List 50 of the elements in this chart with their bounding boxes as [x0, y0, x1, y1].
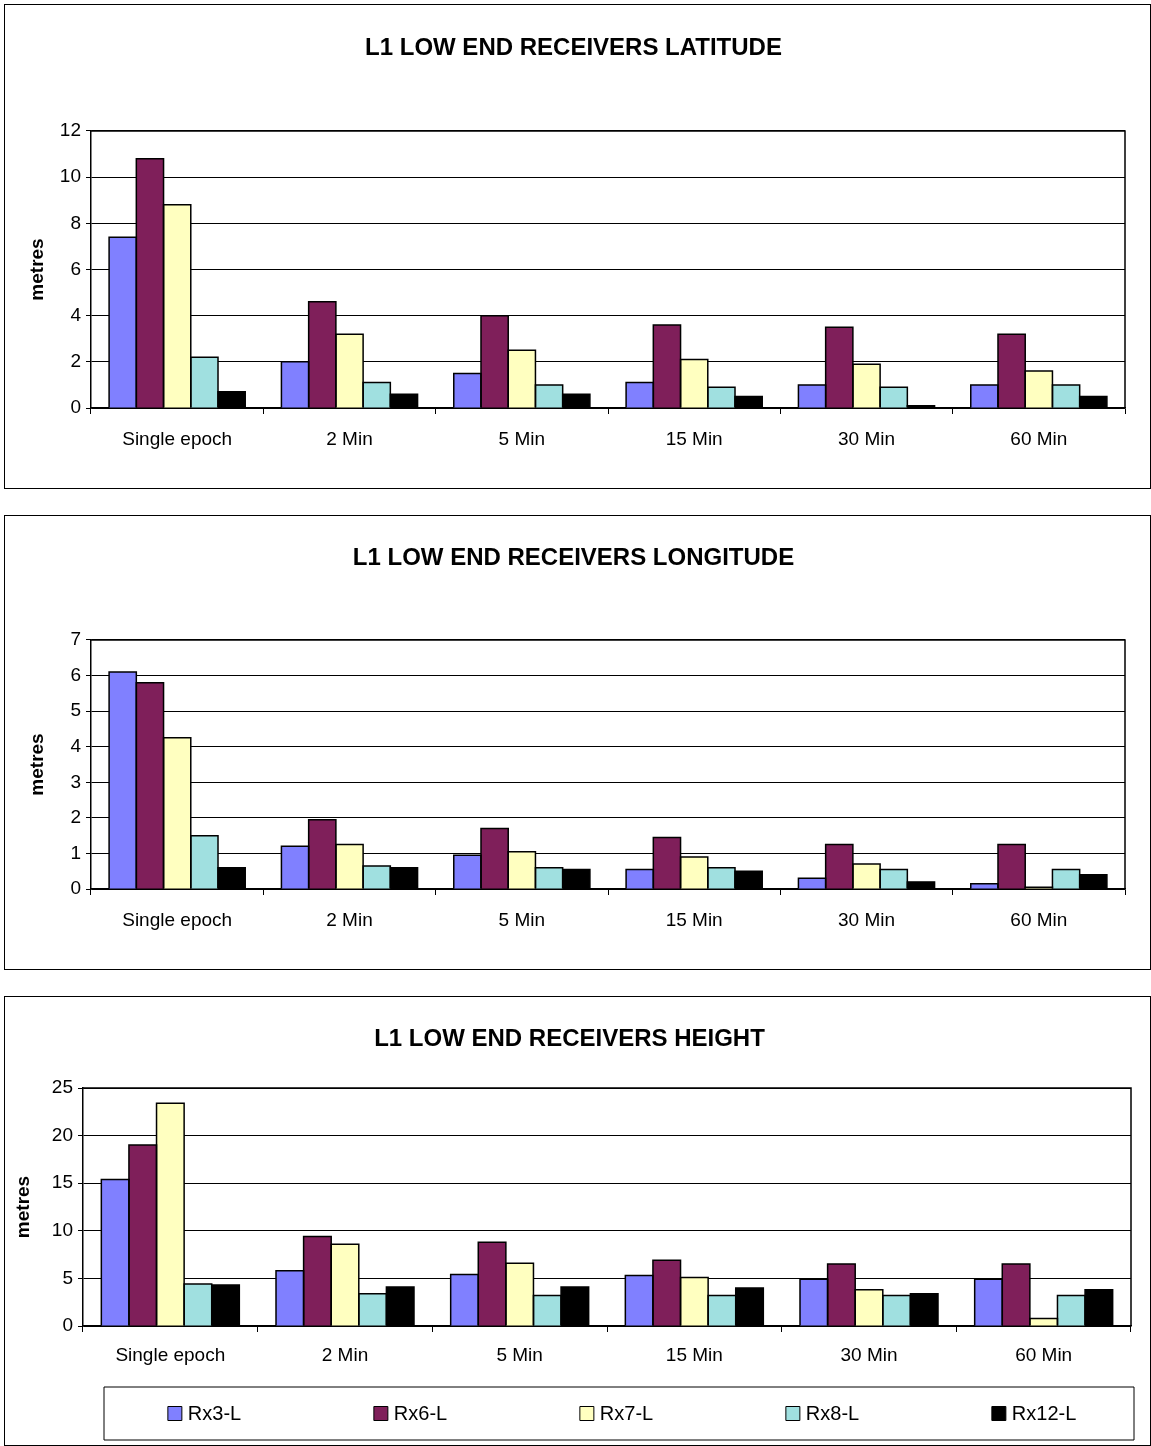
x-tick-label: Single epoch	[122, 427, 233, 449]
x-tick-label: 30 Min	[837, 908, 896, 930]
x-tick-label: 2 Min	[326, 427, 373, 449]
x-tick-label: 15 Min	[665, 908, 723, 930]
x-tick-label: Single epoch	[122, 908, 233, 930]
legend-label: Rx3-L	[187, 1402, 242, 1425]
y-tick-label: 2	[70, 350, 81, 372]
x-tick-label: 2 Min	[321, 1343, 369, 1365]
y-tick-label: 5	[62, 1266, 73, 1288]
y-tick-label: 8	[70, 211, 81, 233]
y-axis-title: metres	[25, 238, 47, 301]
legend-label: Rx8-L	[805, 1402, 860, 1425]
y-tick-label: 3	[70, 770, 81, 792]
chart-title: L1 LOW END RECEIVERS HEIGHT	[374, 1023, 766, 1051]
y-tick-label: 1	[70, 841, 81, 863]
x-tick-label: 5 Min	[498, 427, 546, 449]
x-tick-label: 60 Min	[1010, 427, 1068, 449]
y-tick-label: 12	[59, 119, 81, 141]
y-tick-label: 20	[51, 1123, 73, 1145]
chart-title: L1 LOW END RECEIVERS LONGITUDE	[352, 542, 795, 570]
legend-label: Rx12-L	[1011, 1402, 1077, 1425]
y-tick-label: 4	[70, 303, 82, 325]
y-tick-label: 6	[70, 257, 81, 279]
y-tick-label: 0	[62, 1314, 73, 1336]
y-tick-label: 25	[51, 1076, 73, 1098]
x-tick-label: 15 Min	[665, 1343, 723, 1365]
y-tick-label: 10	[51, 1219, 73, 1241]
y-tick-label: 4	[70, 734, 82, 756]
y-tick-label: 15	[51, 1171, 73, 1193]
y-tick-label: 2	[70, 806, 81, 828]
legend-label: Rx6-L	[393, 1402, 448, 1425]
x-tick-label: 2 Min	[326, 908, 373, 930]
x-tick-label: 30 Min	[840, 1343, 898, 1365]
x-tick-label: 5 Min	[498, 908, 546, 930]
y-tick-label: 6	[70, 663, 81, 685]
x-tick-label: 5 Min	[496, 1343, 543, 1365]
y-tick-label: 5	[70, 699, 81, 721]
y-tick-label: 10	[59, 165, 81, 187]
y-tick-label: 0	[70, 396, 81, 418]
y-tick-label: 7	[70, 628, 81, 650]
y-tick-label: 0	[70, 877, 81, 899]
y-axis-title: metres	[25, 733, 47, 796]
x-tick-label: Single epoch	[115, 1343, 226, 1365]
x-tick-label: 30 Min	[837, 427, 896, 449]
x-tick-label: 60 Min	[1010, 908, 1068, 930]
y-axis-title: metres	[11, 1175, 33, 1239]
legend-label: Rx7-L	[599, 1402, 654, 1425]
x-tick-label: 15 Min	[665, 427, 723, 449]
chart-title: L1 LOW END RECEIVERS LATITUDE	[365, 32, 782, 60]
x-tick-label: 60 Min	[1015, 1343, 1073, 1365]
